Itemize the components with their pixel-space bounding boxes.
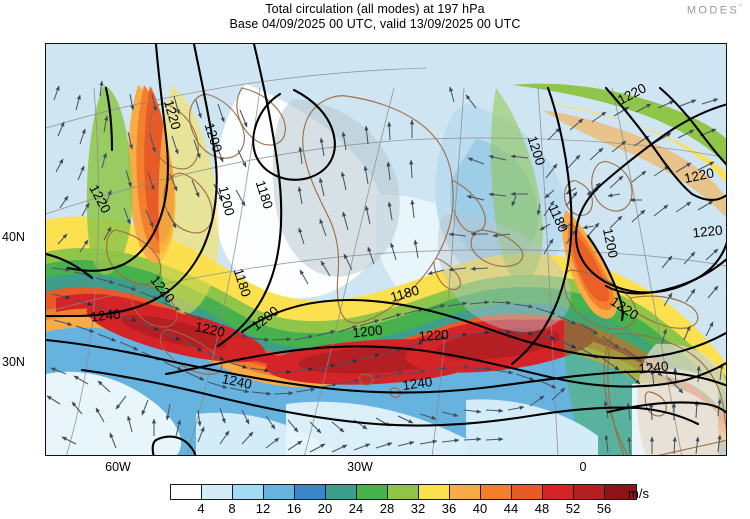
colorbar-tick-16: 16 bbox=[286, 501, 302, 516]
contour-label: 1200 bbox=[352, 322, 383, 340]
colorbar-swatch-12 bbox=[543, 485, 574, 499]
colorbar-tick-52: 52 bbox=[565, 501, 581, 516]
colorbar-tick-32: 32 bbox=[410, 501, 426, 516]
colorbar-tick-4: 4 bbox=[197, 501, 205, 516]
colorbar-swatch-9 bbox=[450, 485, 481, 499]
chart-title: Total circulation (all modes) at 197 hPa bbox=[265, 2, 485, 16]
contour-label: 1220 bbox=[194, 319, 227, 340]
colorbar-swatch-5 bbox=[326, 485, 357, 499]
colorbar-swatch-6 bbox=[357, 485, 388, 499]
y-axis-label-30n: 30N bbox=[2, 355, 25, 369]
contour-label: 1240 bbox=[401, 374, 433, 393]
map-canvas: 1220 1200 1180 1200 1220 1220 1180 1240 … bbox=[46, 44, 726, 455]
contour-label: 1220 bbox=[692, 222, 723, 240]
map-plot-area: 1220 1200 1180 1200 1220 1220 1180 1240 … bbox=[45, 43, 727, 456]
colorbar-tick-28: 28 bbox=[379, 501, 395, 516]
colorbar-swatch-4 bbox=[295, 485, 326, 499]
colorbar-swatch-2 bbox=[233, 485, 264, 499]
colorbar: 4 8 12 16 20 24 28 32 36 40 44 48 52 56 bbox=[170, 484, 637, 519]
colorbar-tick-36: 36 bbox=[441, 501, 457, 516]
colorbar-unit-label: m/s bbox=[628, 486, 649, 501]
contour-label: 1200 bbox=[600, 227, 621, 260]
colorbar-swatch-11 bbox=[512, 485, 543, 499]
colorbar-swatch-3 bbox=[264, 485, 295, 499]
colorbar-swatches bbox=[170, 484, 637, 500]
chart-title-block: Total circulation (all modes) at 197 hPa… bbox=[0, 2, 750, 32]
colorbar-swatch-1 bbox=[202, 485, 233, 499]
colorbar-tick-44: 44 bbox=[503, 501, 519, 516]
colorbar-swatch-7 bbox=[388, 485, 419, 499]
x-axis-label-60w: 60W bbox=[105, 460, 131, 474]
colorbar-tick-20: 20 bbox=[317, 501, 333, 516]
contour-label: 1220 bbox=[418, 327, 449, 344]
colorbar-swatch-10 bbox=[481, 485, 512, 499]
x-axis-label-30w: 30W bbox=[347, 460, 373, 474]
contour-label: 1240 bbox=[638, 358, 669, 376]
colorbar-tick-40: 40 bbox=[472, 501, 488, 516]
colorbar-tick-12: 12 bbox=[255, 501, 271, 516]
colorbar-tick-48: 48 bbox=[534, 501, 550, 516]
modes-logo: MODES° bbox=[687, 4, 742, 17]
colorbar-tick-56: 56 bbox=[596, 501, 612, 516]
y-axis-label-40n: 40N bbox=[2, 230, 25, 244]
x-axis-label-0: 0 bbox=[579, 460, 587, 474]
colorbar-tick-8: 8 bbox=[228, 501, 236, 516]
modes-logo-text: MODES bbox=[686, 4, 740, 17]
colorbar-swatch-14 bbox=[605, 485, 636, 499]
modes-logo-mark: ° bbox=[739, 4, 742, 11]
contour-label: 1220 bbox=[683, 165, 716, 186]
colorbar-swatch-13 bbox=[574, 485, 605, 499]
contour-label: 1240 bbox=[221, 371, 254, 392]
chart-subtitle: Base 04/09/2025 00 UTC, valid 13/09/2025… bbox=[229, 17, 521, 31]
colorbar-swatch-0 bbox=[171, 485, 202, 499]
colorbar-swatch-8 bbox=[419, 485, 450, 499]
colorbar-ticks: 4 8 12 16 20 24 28 32 36 40 44 48 52 56 bbox=[170, 501, 637, 519]
contour-label: 1240 bbox=[90, 306, 121, 324]
colorbar-tick-24: 24 bbox=[348, 501, 364, 516]
contour-label: 1200 bbox=[215, 185, 237, 218]
